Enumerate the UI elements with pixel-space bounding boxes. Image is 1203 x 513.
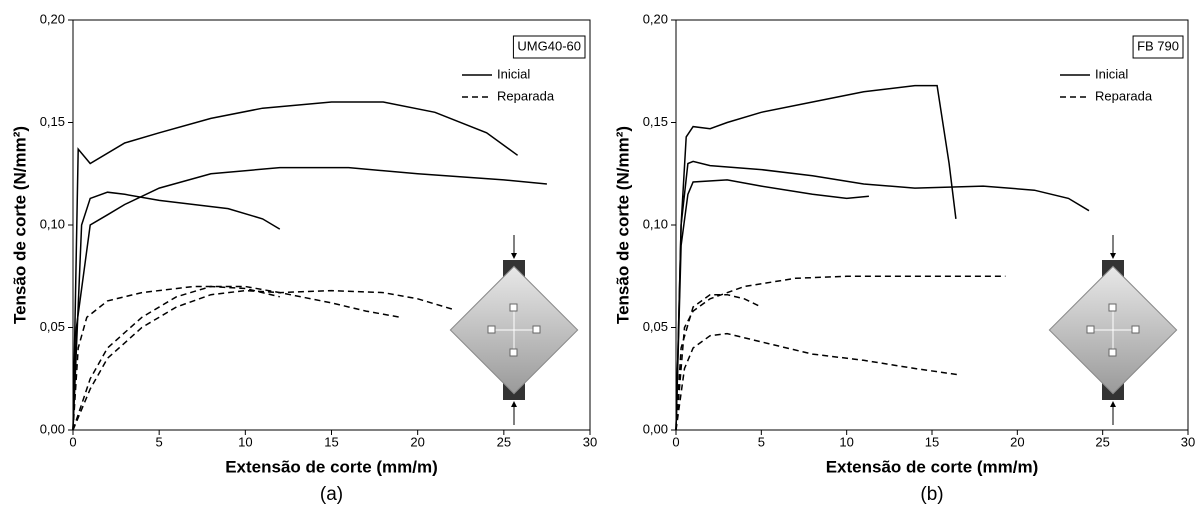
x-tick-label: 0 [672, 434, 679, 449]
data-line [675, 293, 762, 431]
x-tick-label: 20 [1010, 434, 1024, 449]
y-tick-label: 0,20 [40, 11, 65, 26]
x-tick-label: 25 [1095, 434, 1109, 449]
x-axis-title: Extensão de corte (mm/m) [225, 457, 438, 476]
y-tick-label: 0,00 [643, 421, 668, 436]
y-tick-label: 0,10 [643, 216, 668, 231]
y-tick-label: 0,20 [643, 11, 668, 26]
data-line [675, 179, 869, 431]
y-tick-label: 0,10 [40, 216, 65, 231]
specimen-icon [449, 234, 579, 426]
legend-label: Inicial [497, 66, 530, 81]
data-line [675, 275, 1006, 431]
legend-label: Inicial [1095, 66, 1128, 81]
x-tick-label: 5 [758, 434, 765, 449]
x-axis-title: Extensão de corte (mm/m) [826, 457, 1039, 476]
x-tick-label: 30 [583, 434, 597, 449]
x-tick-label: 15 [925, 434, 939, 449]
y-tick-label: 0,05 [643, 319, 668, 334]
caption: (a) [320, 484, 343, 505]
data-line [675, 160, 1090, 431]
legend-label: Reparada [497, 88, 555, 103]
specimen-icon [1048, 234, 1178, 426]
legend-label: Reparada [1095, 88, 1153, 103]
data-line [72, 289, 453, 431]
data-line [72, 166, 547, 431]
x-tick-label: 20 [410, 434, 424, 449]
annotation: UMG40-60 [517, 38, 581, 53]
x-tick-label: 15 [324, 434, 338, 449]
y-tick-label: 0,15 [643, 114, 668, 129]
x-tick-label: 10 [839, 434, 853, 449]
data-line [72, 101, 519, 431]
y-axis-title: Tensão de corte (N/mm²) [613, 126, 632, 324]
data-line [72, 191, 281, 431]
y-tick-label: 0,15 [40, 114, 65, 129]
annotation-box [512, 35, 586, 59]
x-tick-label: 30 [1181, 434, 1195, 449]
y-tick-label: 0,05 [40, 319, 65, 334]
x-tick-label: 0 [69, 434, 76, 449]
x-tick-label: 25 [497, 434, 511, 449]
data-line [675, 84, 957, 431]
y-axis-title: Tensão de corte (N/mm²) [10, 126, 29, 324]
annotation: FB 790 [1137, 38, 1179, 53]
y-tick-label: 0,00 [40, 421, 65, 436]
data-line [72, 285, 280, 431]
x-tick-label: 5 [156, 434, 163, 449]
data-line [72, 285, 401, 431]
annotation-box [1132, 35, 1184, 59]
data-line [675, 332, 958, 431]
caption: (b) [920, 484, 943, 505]
x-tick-label: 10 [238, 434, 252, 449]
